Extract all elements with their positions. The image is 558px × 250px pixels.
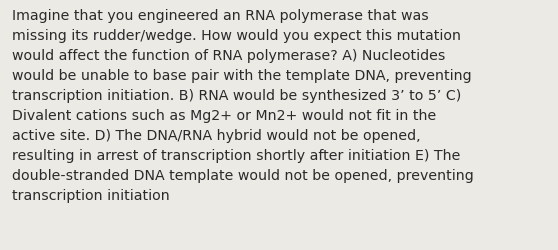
Text: Imagine that you engineered an RNA polymerase that was
missing its rudder/wedge.: Imagine that you engineered an RNA polym… <box>12 9 474 202</box>
